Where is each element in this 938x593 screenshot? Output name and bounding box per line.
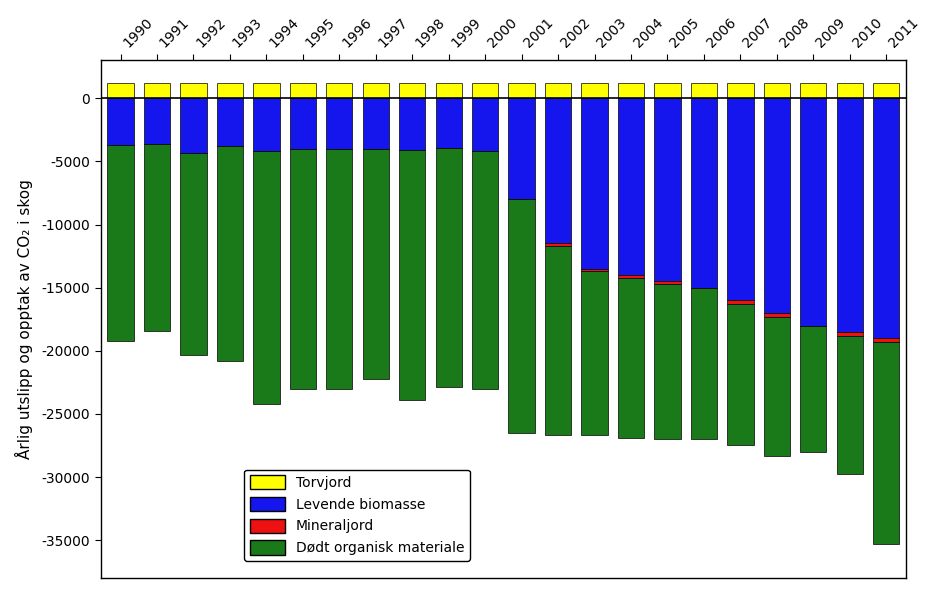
Bar: [508, 83, 535, 98]
Bar: [545, 244, 571, 246]
Bar: [727, 83, 753, 98]
Bar: [727, 304, 753, 445]
Bar: [144, 83, 170, 98]
Bar: [837, 336, 863, 474]
Bar: [764, 83, 790, 98]
Bar: [800, 98, 826, 326]
Legend: Torvjord, Levende biomasse, Mineraljord, Dødt organisk materiale: Torvjord, Levende biomasse, Mineraljord,…: [245, 470, 470, 561]
Bar: [363, 83, 389, 98]
Bar: [363, 149, 389, 378]
Bar: [582, 83, 608, 98]
Bar: [618, 98, 644, 275]
Bar: [435, 83, 461, 98]
Bar: [472, 98, 498, 151]
Bar: [180, 152, 206, 355]
Bar: [764, 317, 790, 455]
Bar: [472, 151, 498, 388]
Bar: [399, 150, 425, 400]
Bar: [837, 332, 863, 336]
Bar: [764, 98, 790, 313]
Bar: [690, 83, 717, 98]
Bar: [727, 300, 753, 304]
Bar: [655, 98, 681, 281]
Bar: [108, 145, 134, 340]
Bar: [399, 83, 425, 98]
Bar: [108, 83, 134, 98]
Bar: [399, 98, 425, 150]
Bar: [837, 98, 863, 332]
Bar: [217, 98, 243, 146]
Bar: [618, 278, 644, 438]
Bar: [144, 144, 170, 330]
Bar: [764, 313, 790, 317]
Bar: [727, 98, 753, 300]
Bar: [253, 151, 280, 404]
Bar: [837, 83, 863, 98]
Bar: [180, 98, 206, 152]
Bar: [508, 98, 535, 199]
Bar: [873, 83, 900, 98]
Y-axis label: Årlig utslipp og opptak av CO₂ i skog: Årlig utslipp og opptak av CO₂ i skog: [15, 179, 33, 459]
Bar: [873, 98, 900, 338]
Bar: [800, 83, 826, 98]
Bar: [655, 83, 681, 98]
Bar: [873, 338, 900, 342]
Bar: [545, 83, 571, 98]
Bar: [435, 98, 461, 148]
Bar: [472, 83, 498, 98]
Bar: [217, 83, 243, 98]
Bar: [545, 98, 571, 244]
Bar: [290, 83, 316, 98]
Bar: [690, 98, 717, 288]
Bar: [545, 246, 571, 435]
Bar: [253, 83, 280, 98]
Bar: [655, 281, 681, 284]
Bar: [618, 83, 644, 98]
Bar: [180, 83, 206, 98]
Bar: [326, 149, 353, 388]
Bar: [582, 98, 608, 269]
Bar: [508, 199, 535, 433]
Bar: [326, 83, 353, 98]
Bar: [144, 98, 170, 144]
Bar: [690, 288, 717, 439]
Bar: [217, 146, 243, 361]
Bar: [290, 149, 316, 388]
Bar: [290, 98, 316, 149]
Bar: [108, 98, 134, 145]
Bar: [800, 326, 826, 452]
Bar: [655, 284, 681, 439]
Bar: [326, 98, 353, 149]
Bar: [873, 342, 900, 544]
Bar: [618, 275, 644, 278]
Bar: [582, 271, 608, 435]
Bar: [435, 148, 461, 387]
Bar: [582, 269, 608, 271]
Bar: [363, 98, 389, 149]
Bar: [253, 98, 280, 151]
